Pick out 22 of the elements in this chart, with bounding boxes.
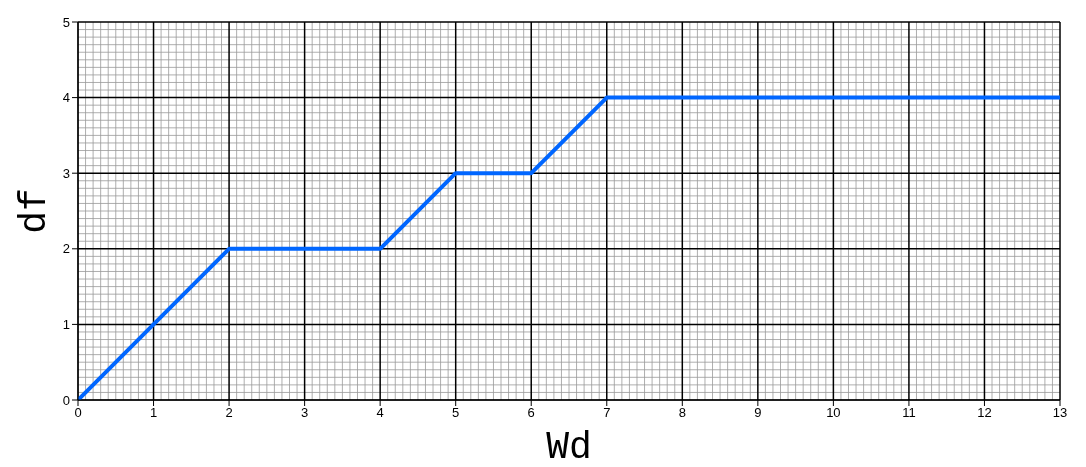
x-tick-label: 9 [754, 405, 762, 421]
x-tick-label: 6 [527, 405, 535, 421]
x-tick-label: 11 [902, 405, 916, 421]
x-axis-title: Wd [546, 426, 592, 467]
x-tick-label: 8 [678, 405, 686, 421]
x-tick-label: 1 [149, 405, 158, 421]
y-tick-label: 1 [62, 317, 70, 333]
x-tick-label: 13 [1052, 405, 1068, 421]
x-tick-label: 4 [376, 405, 384, 421]
x-tick-label: 12 [977, 405, 992, 421]
x-tick-label: 3 [301, 405, 309, 421]
y-tick-label: 2 [62, 241, 70, 257]
x-tick-label: 10 [826, 405, 841, 421]
y-tick-label: 0 [62, 392, 70, 408]
x-tick-label: 2 [225, 405, 233, 421]
x-tick-label: 5 [452, 405, 460, 421]
y-tick-label: 5 [62, 14, 70, 30]
y-tick-label: 3 [62, 165, 70, 181]
y-axis-title: df [13, 188, 57, 234]
y-tick-label: 4 [62, 90, 70, 106]
x-tick-label: 7 [603, 405, 611, 421]
x-tick-label: 0 [74, 405, 82, 421]
